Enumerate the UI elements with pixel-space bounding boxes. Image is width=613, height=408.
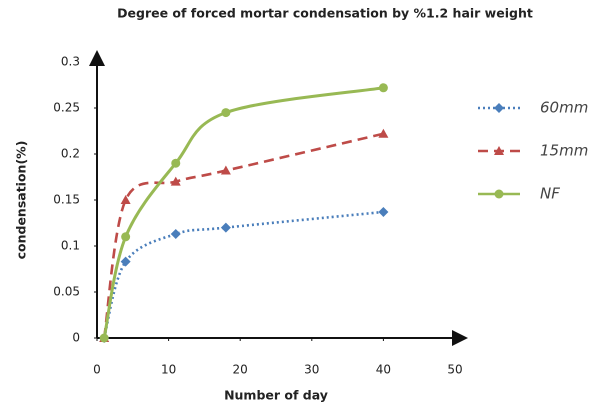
- legend-label: 15mm: [540, 142, 588, 160]
- marker: [121, 232, 131, 242]
- y-tick-label: 0.25: [53, 101, 80, 115]
- x-tick-label: 50: [447, 363, 462, 377]
- legend-marker: [494, 103, 504, 113]
- series-line: [102, 86, 384, 339]
- marker: [120, 256, 131, 267]
- y-axis-label: condensation(%): [14, 141, 29, 260]
- series-line: [102, 132, 384, 339]
- legend-label: 60mm: [540, 99, 588, 117]
- legend-marker: [494, 146, 504, 155]
- x-tick-label: 20: [233, 363, 248, 377]
- y-tick-label: 0.15: [53, 193, 80, 207]
- marker: [378, 128, 389, 138]
- x-tick-label: 0: [93, 363, 101, 377]
- y-tick-label: 0.3: [61, 55, 80, 69]
- marker: [378, 83, 388, 93]
- legend-label: NF: [540, 185, 560, 203]
- marker: [170, 176, 181, 186]
- y-tick-label: 0: [72, 331, 80, 345]
- marker: [170, 229, 181, 240]
- marker: [220, 222, 231, 233]
- marker: [99, 333, 109, 343]
- x-tick-label: 10: [161, 363, 176, 377]
- marker: [221, 108, 231, 118]
- y-tick-label: 0.2: [61, 147, 80, 161]
- marker: [171, 158, 181, 168]
- marker: [220, 165, 231, 175]
- y-tick-label: 0.05: [53, 285, 80, 299]
- marker: [378, 206, 389, 217]
- x-axis-label: Number of day: [224, 388, 328, 403]
- series-line: [102, 210, 384, 339]
- marker: [120, 195, 131, 204]
- legend-marker: [494, 189, 504, 199]
- x-tick-label: 40: [376, 363, 391, 377]
- x-tick-label: 30: [304, 363, 319, 377]
- y-tick-label: 0.1: [61, 239, 80, 253]
- chart-title: Degree of forced mortar condensation by …: [117, 6, 533, 21]
